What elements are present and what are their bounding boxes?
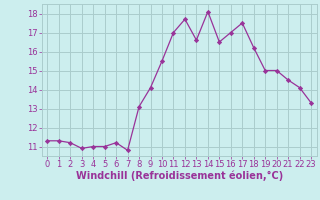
X-axis label: Windchill (Refroidissement éolien,°C): Windchill (Refroidissement éolien,°C) xyxy=(76,171,283,181)
